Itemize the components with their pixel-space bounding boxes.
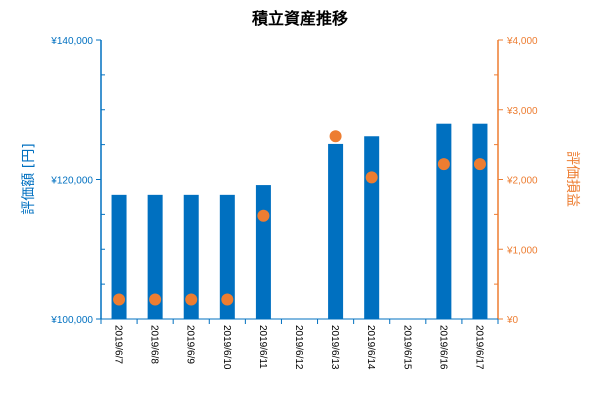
point-6 xyxy=(329,130,342,143)
chart-title: 積立資産推移 xyxy=(251,9,348,28)
y-axis-title: 評価額 [円] xyxy=(21,143,37,214)
point-3 xyxy=(221,293,234,306)
x-tick-label-9: 2019/6/16 xyxy=(437,325,448,370)
point-9 xyxy=(437,158,450,171)
bar-9 xyxy=(436,123,452,319)
point-7 xyxy=(365,171,378,184)
bar-10 xyxy=(472,123,488,319)
point-4 xyxy=(257,209,270,222)
plot-area: ¥100,000 ¥120,000 ¥140,000 ¥0 ¥1,000 ¥2,000 ¥3… xyxy=(50,36,538,370)
x-tick-label-5: 2019/6/12 xyxy=(293,325,304,370)
y-tick-label-1: ¥120,000 xyxy=(50,176,93,187)
x-tick-label-6: 2019/6/13 xyxy=(329,325,340,370)
y2-tick-label-1: ¥1,000 xyxy=(506,245,538,256)
y-tick-label-0: ¥100,000 xyxy=(50,315,93,326)
x-tick-label-3: 2019/6/10 xyxy=(221,325,232,370)
x-tick-label-7: 2019/6/14 xyxy=(365,325,376,370)
x-tick-label-4: 2019/6/11 xyxy=(257,325,268,369)
y2-axis-title: 評価損益 xyxy=(564,151,580,207)
bar-7 xyxy=(364,136,380,319)
x-tick-label-10: 2019/6/17 xyxy=(473,325,484,370)
y2-tick-label-3: ¥3,000 xyxy=(506,106,538,117)
y-tick-label-2: ¥140,000 xyxy=(50,36,93,47)
x-tick-label-1: 2019/6/8 xyxy=(149,325,160,364)
x-tick-label-2: 2019/6/9 xyxy=(185,325,196,364)
x-tick-label-8: 2019/6/15 xyxy=(401,325,412,370)
y2-tick-label-0: ¥0 xyxy=(506,315,519,326)
y2-tick-label-2: ¥2,000 xyxy=(506,176,538,187)
y2-tick-label-4: ¥4,000 xyxy=(506,36,538,47)
bar-6 xyxy=(328,143,344,319)
bar-3 xyxy=(219,194,235,319)
bar-4 xyxy=(255,185,271,319)
bar-1 xyxy=(147,194,163,319)
point-1 xyxy=(149,293,162,306)
bar-2 xyxy=(183,194,199,319)
bar-0 xyxy=(111,194,127,319)
x-tick-label-0: 2019/6/7 xyxy=(113,325,124,364)
point-0 xyxy=(113,293,126,306)
point-10 xyxy=(473,158,486,171)
point-2 xyxy=(185,293,198,306)
